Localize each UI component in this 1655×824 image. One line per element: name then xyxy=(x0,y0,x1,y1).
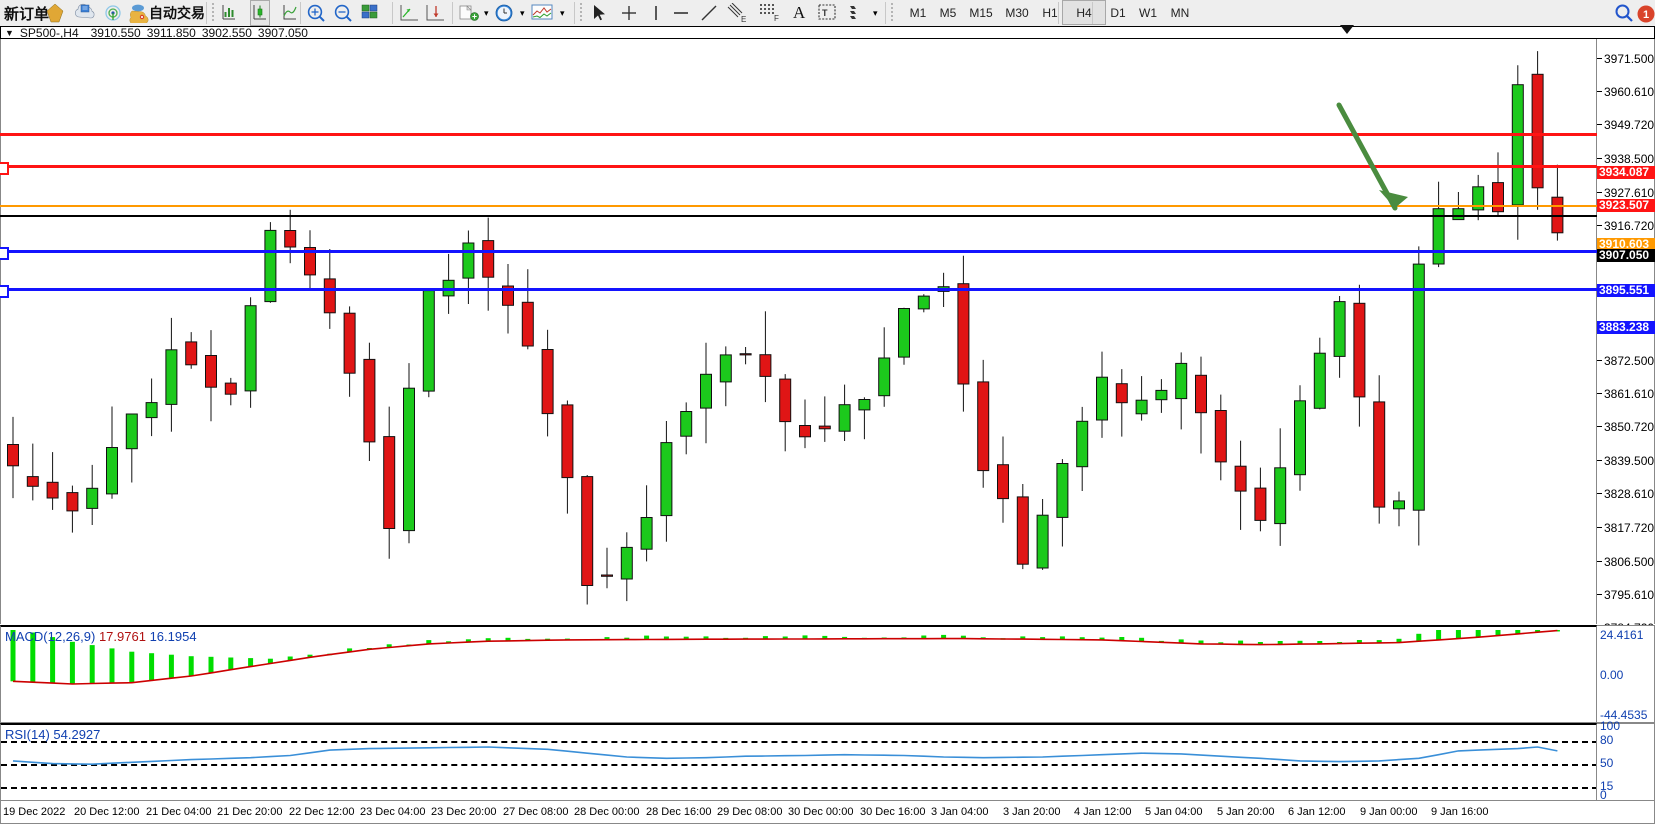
svg-text:1: 1 xyxy=(1643,9,1649,21)
svg-text:E: E xyxy=(741,15,746,23)
svg-text:T: T xyxy=(822,8,828,18)
svg-text:F: F xyxy=(774,14,779,22)
